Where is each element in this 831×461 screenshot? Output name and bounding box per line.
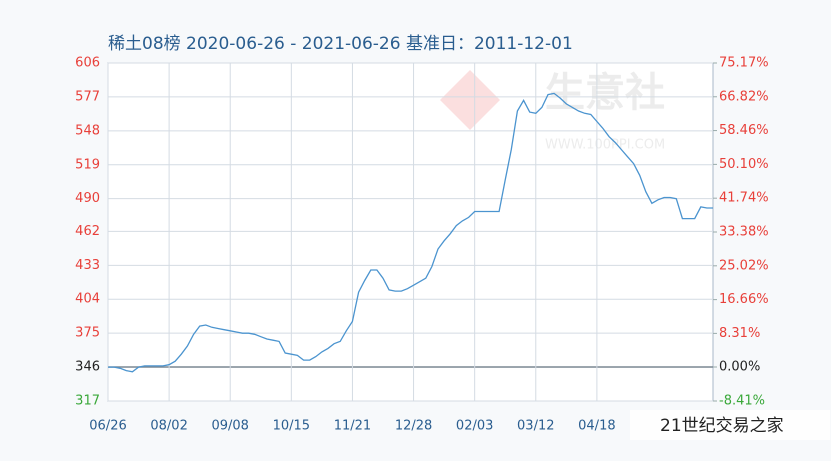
x-tick-label: 04/18 <box>578 419 615 434</box>
y2-tick-label: 41.74% <box>719 191 769 206</box>
x-tick-label: 03/12 <box>517 419 554 434</box>
x-tick-label: 11/21 <box>334 419 371 434</box>
y-tick-label: 548 <box>75 123 100 138</box>
y-tick-label: 317 <box>75 394 100 409</box>
y2-tick-label: 75.17% <box>719 56 769 71</box>
y2-tick-label: 0.00% <box>719 359 760 374</box>
y2-tick-label: -8.41% <box>719 394 765 409</box>
logo <box>440 70 500 130</box>
y-tick-label: 606 <box>75 56 100 71</box>
y2-tick-label: 50.10% <box>719 157 769 172</box>
x-tick-label: 12/28 <box>395 419 432 434</box>
y-tick-label: 346 <box>75 360 100 375</box>
y2-tick-label: 33.38% <box>719 225 769 240</box>
y-tick-label: 490 <box>75 191 100 206</box>
x-tick-label: 08/02 <box>150 419 187 434</box>
y2-tick-label: 16.66% <box>719 292 769 307</box>
y2-tick-label: 8.31% <box>719 326 760 341</box>
y-tick-label: 462 <box>75 224 100 239</box>
x-tick-label: 02/03 <box>456 419 493 434</box>
watermark-site: WWW.100PPI.COM <box>545 138 665 153</box>
y-tick-label: 519 <box>75 157 100 172</box>
x-tick-label: 10/15 <box>273 419 310 434</box>
series-line <box>108 92 713 373</box>
chart-title: 稀土08榜 2020-06-26 - 2021-06-26 基准日：2011-1… <box>108 34 573 54</box>
y2-tick-label: 66.82% <box>719 89 769 104</box>
y2-tick-label: 58.46% <box>719 123 769 138</box>
y-tick-label: 404 <box>75 292 100 307</box>
x-tick-label: 06/26 <box>89 419 126 434</box>
watermark-brand: 生意社 <box>545 70 665 116</box>
overlay-bg <box>630 410 830 440</box>
y2-tick-label: 25.02% <box>719 258 769 273</box>
overlay-text: 21世纪交易之家 <box>660 416 784 436</box>
x-tick-label: 09/08 <box>211 419 248 434</box>
y-tick-label: 375 <box>75 326 100 341</box>
watermark: 生意社 WWW.100PPI.COM <box>440 70 665 153</box>
y-tick-label: 577 <box>75 89 100 104</box>
plot-area <box>107 62 714 402</box>
y-tick-label: 433 <box>75 258 100 273</box>
